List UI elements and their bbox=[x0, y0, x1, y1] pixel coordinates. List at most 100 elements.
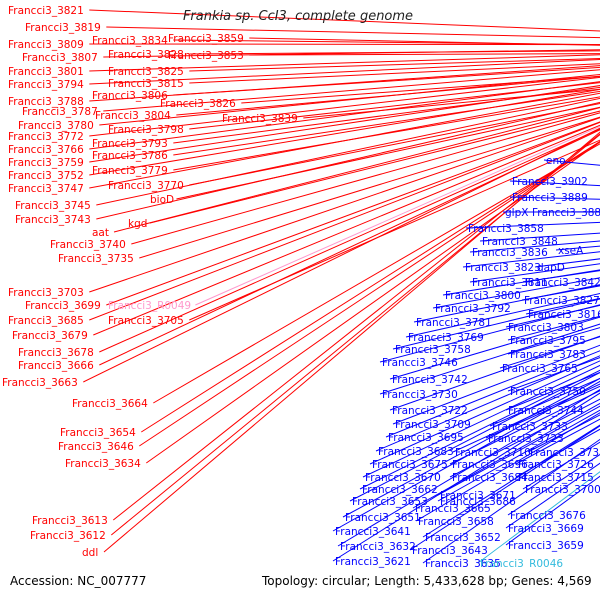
left-leader-line bbox=[173, 86, 600, 144]
right-gene-label: Francci3_3889 bbox=[512, 192, 588, 204]
left-leader-line bbox=[89, 76, 600, 137]
left-leader-line bbox=[89, 121, 600, 321]
left-leader-line bbox=[89, 9, 600, 32]
right-leader-line bbox=[385, 350, 600, 438]
right-leader-line bbox=[332, 380, 600, 532]
left-leader-line bbox=[106, 26, 600, 39]
map-title: Frankia sp. CcI3, complete genome bbox=[183, 9, 413, 24]
left-leader-line bbox=[106, 121, 600, 306]
right-leader-line bbox=[449, 390, 600, 465]
right-leader-line bbox=[405, 293, 600, 338]
right-leader-line bbox=[389, 316, 600, 380]
right-gene-label: Francci3_3662 bbox=[362, 484, 438, 496]
right-leader-line bbox=[462, 251, 600, 268]
left-gene-label: Francci3_3747 bbox=[8, 183, 84, 195]
right-leader-line bbox=[392, 344, 600, 425]
left-gene-label: Francci3_3798 bbox=[108, 124, 184, 136]
right-gene-label: Francci3_3769 bbox=[408, 332, 484, 344]
right-gene-label: Francci3_3816 bbox=[528, 309, 600, 321]
right-gene-label: Francci3_3836 bbox=[472, 247, 548, 259]
left-leader-line bbox=[112, 133, 600, 521]
right-leader-line bbox=[449, 398, 600, 478]
left-leader-line bbox=[189, 58, 600, 72]
right-leader-line bbox=[432, 277, 600, 309]
left-gene-label: Francci3_3740 bbox=[50, 239, 126, 251]
right-gene-label: Francci3_3715 bbox=[518, 472, 594, 484]
left-leader-line bbox=[189, 63, 600, 84]
left-leader-line bbox=[89, 43, 600, 46]
right-gene-label: Francci3_3641 bbox=[335, 526, 411, 538]
right-leader-line bbox=[477, 471, 600, 564]
right-gene-label: Francci3_3632 bbox=[340, 541, 416, 553]
right-gene-label: Francci3_3643 bbox=[412, 545, 488, 557]
left-leader-line bbox=[241, 75, 600, 104]
left-leader-line bbox=[96, 101, 600, 220]
left-gene-label: Francci3_3821 bbox=[8, 5, 84, 17]
left-leader-line bbox=[89, 88, 600, 176]
footer-background bbox=[0, 568, 600, 600]
right-gene-label: Francci3_3730 bbox=[382, 389, 458, 401]
right-leader-line bbox=[409, 425, 600, 551]
left-gene-label: bioD bbox=[150, 194, 174, 206]
left-leader-line bbox=[110, 133, 600, 536]
left-gene-label: Francci3_3613 bbox=[32, 515, 108, 527]
right-gene-label: Francci3_3726 bbox=[518, 459, 594, 471]
left-gene-label: Francci3_3806 bbox=[92, 90, 168, 102]
right-leader-line bbox=[389, 335, 600, 411]
right-gene-label: Francci3_3670 bbox=[365, 472, 441, 484]
left-gene-label: Francci3_3745 bbox=[15, 200, 91, 212]
left-leader-line bbox=[89, 54, 600, 72]
left-leader-line bbox=[89, 117, 600, 293]
left-leader-line bbox=[99, 128, 600, 353]
right-gene-label: Francci3_3686 bbox=[440, 496, 516, 508]
right-leader-line bbox=[412, 402, 600, 509]
right-gene-label: Francci3_3823 bbox=[465, 262, 541, 274]
left-gene-label: Francci3_3794 bbox=[8, 79, 84, 91]
left-gene-label: Francci3_3807 bbox=[22, 52, 98, 64]
left-gene-label: Francci3_3679 bbox=[12, 330, 88, 342]
right-gene-label: Francci3_3848 bbox=[482, 236, 558, 248]
right-leader-line bbox=[437, 405, 600, 496]
left-gene-label: Francci3_3819 bbox=[25, 22, 101, 34]
right-gene-label: Francci3_3792 bbox=[435, 303, 511, 315]
left-gene-label: Francci3_3826 bbox=[160, 98, 236, 110]
right-gene-label: Francci3_3902 bbox=[512, 176, 588, 188]
right-leader-line bbox=[332, 392, 600, 562]
left-gene-label: Francci3_3664 bbox=[72, 398, 148, 410]
right-gene-label: Francci3_3858 bbox=[468, 223, 544, 235]
right-leader-line bbox=[465, 221, 600, 229]
left-leader-line bbox=[99, 73, 600, 126]
right-leader-line bbox=[369, 360, 600, 465]
left-gene-label: aat bbox=[92, 227, 109, 239]
right-leader-line bbox=[337, 389, 600, 547]
left-gene-label: Francci3_3809 bbox=[8, 39, 84, 51]
left-gene-label: Francci3_3766 bbox=[8, 144, 84, 156]
right-leader-line bbox=[442, 269, 600, 296]
right-leader-line bbox=[359, 369, 600, 490]
right-gene-label: Francci3_3675 bbox=[372, 459, 448, 471]
left-leader-line bbox=[89, 58, 600, 85]
right-gene-label: Francci3_3652 bbox=[425, 532, 501, 544]
left-leader-line bbox=[89, 65, 600, 102]
right-gene-label: Francci3_3683 bbox=[378, 446, 454, 458]
right-leader-line bbox=[413, 284, 600, 323]
right-gene-label: Francci3_3710 bbox=[455, 447, 531, 459]
right-gene-label: Francci3_3750 bbox=[510, 386, 586, 398]
right-gene-label: Francci3_R0046 bbox=[480, 558, 563, 570]
accession-text: Accession: NC_007777 bbox=[10, 574, 146, 588]
left-leader-line bbox=[103, 131, 600, 553]
right-leader-line bbox=[422, 424, 600, 538]
right-gene-label: Francci3_3695 bbox=[388, 432, 464, 444]
left-leader-line bbox=[303, 88, 600, 119]
right-gene-label: Francci3_3723 bbox=[488, 433, 564, 445]
right-gene-label: Francci3_3676 bbox=[510, 510, 586, 522]
left-gene-label: Francci3_3815 bbox=[108, 78, 184, 90]
left-gene-label: Francci3_3828 bbox=[108, 49, 184, 61]
left-leader-line bbox=[153, 143, 600, 404]
left-leader-line bbox=[89, 81, 600, 150]
left-leader-line bbox=[249, 37, 600, 46]
left-gene-label: ddl bbox=[82, 547, 98, 559]
left-gene-label: kgd bbox=[128, 218, 147, 230]
left-gene-label: Francci3_3859 bbox=[168, 33, 244, 45]
